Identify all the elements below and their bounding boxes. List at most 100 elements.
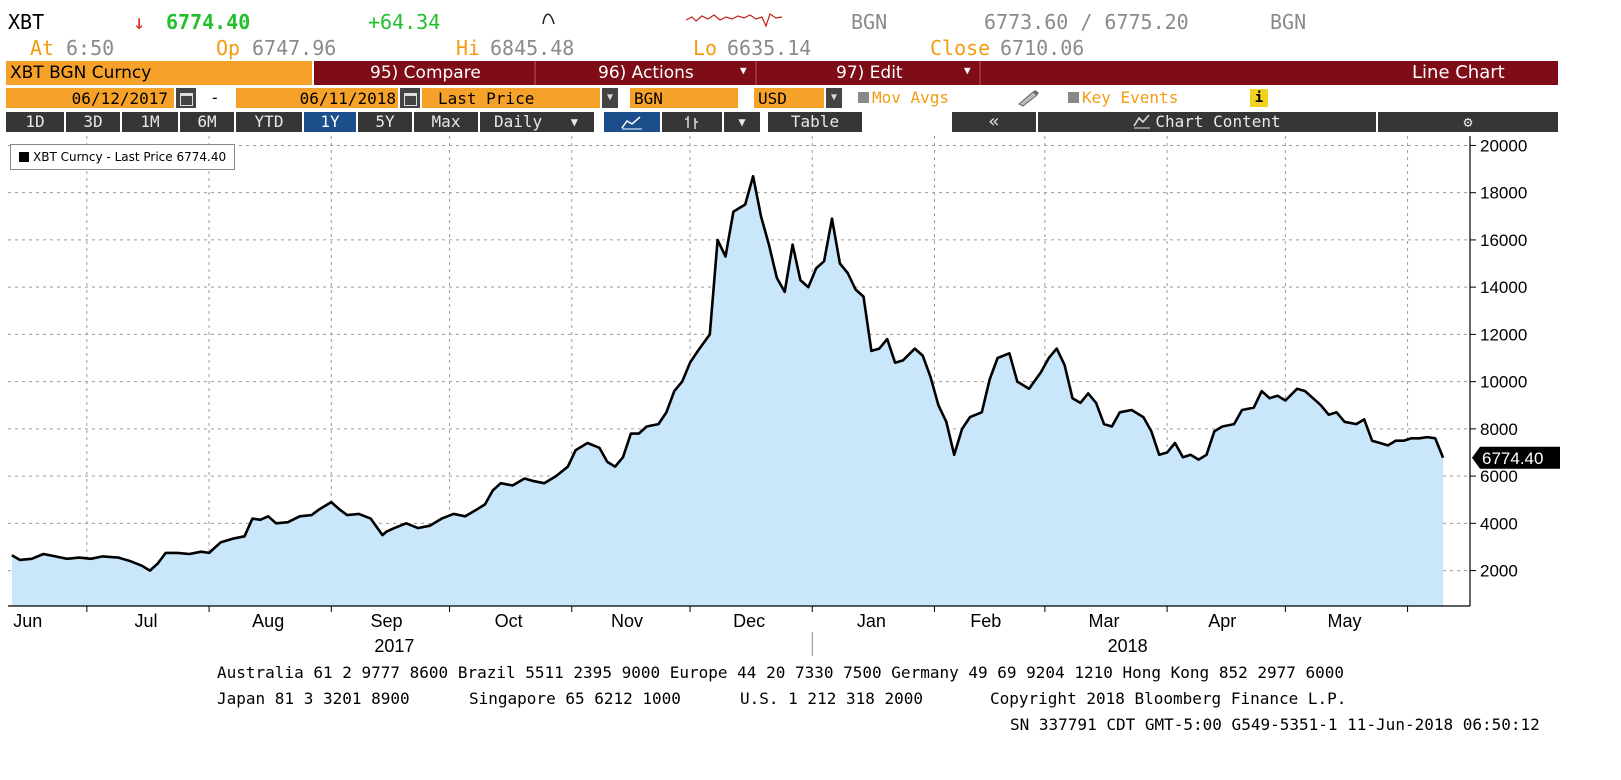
at-time: 6:50 (66, 36, 115, 60)
title-bar-menu (314, 61, 1558, 85)
x-month-label: Apr (1208, 611, 1236, 631)
security-title: XBT BGN Curncy (10, 63, 152, 83)
calendar-icon[interactable] (176, 88, 196, 108)
open-value: 6747.96 (252, 36, 337, 60)
x-month-label: May (1327, 611, 1361, 631)
settings-button[interactable]: ⚙ (1378, 112, 1558, 132)
range-5y-button[interactable]: 5Y (358, 112, 412, 132)
sparkline-icon (686, 13, 783, 28)
legend-text: XBT Curncy - Last Price 6774.40 (33, 150, 227, 164)
table-button[interactable]: Table (768, 112, 862, 132)
last-price: 6774.40 (166, 10, 251, 34)
x-month-label: Aug (252, 611, 284, 631)
footer-japan: Japan 81 3 3201 8900 (217, 689, 410, 708)
line-chart-icon (621, 116, 642, 130)
info-icon[interactable]: i (1250, 89, 1268, 107)
calendar-icon[interactable] (400, 88, 420, 108)
gear-icon: ⚙ (1463, 113, 1473, 131)
edit-menu[interactable]: 97) Edit (836, 63, 903, 83)
high-value: 6845.48 (490, 36, 575, 60)
ticker: XBT (8, 10, 45, 34)
footer-copyright: Copyright 2018 Bloomberg Finance L.P. (990, 689, 1347, 708)
key-events-label[interactable]: Key Events (1082, 88, 1179, 107)
chart-content-label: Chart Content (1155, 112, 1281, 131)
pencil-icon[interactable] (1016, 88, 1042, 108)
frequency-select[interactable]: Daily ▼ (480, 112, 594, 132)
security-title-bar[interactable]: XBT BGN Curncy (6, 61, 312, 85)
close-label: Close (930, 36, 991, 60)
chart-style-dropdown-icon[interactable]: ▼ (724, 112, 760, 132)
at-label: At (30, 36, 55, 60)
currency-select[interactable]: USD (754, 88, 824, 108)
start-date-field[interactable]: 06/12/2017 (6, 88, 174, 108)
y-tick-label: 4000 (1480, 514, 1518, 533)
last-price-tag (1472, 446, 1560, 469)
footer-us: U.S. 1 212 318 2000 (740, 689, 924, 708)
x-month-label: Nov (611, 611, 643, 631)
frequency-value: Daily (494, 112, 543, 131)
currency-dropdown-icon[interactable]: ▼ (826, 88, 842, 108)
x-year-label: 2018 (1108, 636, 1148, 656)
key-events-checkbox[interactable] (1068, 92, 1079, 103)
range-1d-button[interactable]: 1D (6, 112, 64, 132)
chart-type-label[interactable]: Line Chart (1412, 62, 1505, 83)
compare-menu[interactable]: 95) Compare (370, 63, 481, 83)
y-tick-label: 12000 (1480, 325, 1527, 344)
date-separator: - (198, 88, 234, 108)
open-label: Op (216, 36, 241, 60)
x-month-label: Sep (370, 611, 402, 631)
range-6m-button[interactable]: 6M (180, 112, 234, 132)
mini-arc-icon (542, 13, 555, 25)
frequency-dropdown-icon: ▼ (570, 115, 578, 129)
chart-canvas[interactable]: 2000 4000 6000 8000 10000 12000 14000 16000 1800… (0, 136, 1621, 666)
x-month-label: Oct (495, 611, 523, 631)
footer-singapore: Singapore 65 6212 1000 (469, 689, 681, 708)
range-1y-button[interactable]: 1Y (304, 112, 356, 132)
y-tick-label: 2000 (1480, 562, 1518, 581)
mov-avgs-checkbox[interactable] (858, 92, 869, 103)
menu-divider (534, 61, 536, 85)
field-dropdown-icon[interactable]: ▼ (602, 88, 618, 108)
footer-phone-line-1: Australia 61 2 9777 8600 Brazil 5511 239… (217, 663, 1345, 682)
close-value: 6710.06 (1000, 36, 1085, 60)
actions-menu[interactable]: 96) Actions (598, 63, 694, 83)
y-tick-label: 20000 (1480, 136, 1527, 155)
edit-dropdown-icon[interactable]: ▼ (964, 64, 971, 77)
chart-legend[interactable]: XBT Curncy - Last Price 6774.40 (10, 144, 236, 170)
price-chart[interactable]: 2000 4000 6000 8000 10000 12000 14000 16000 1800… (0, 136, 1621, 666)
y-tick-label: 8000 (1480, 420, 1518, 439)
x-month-label: Mar (1089, 611, 1120, 631)
bid-ask: 6773.60 / 6775.20 (984, 10, 1189, 34)
down-arrow-icon: ↓ (133, 10, 146, 34)
source-label: BGN (851, 10, 888, 34)
x-month-label: Jul (134, 611, 157, 631)
chart-content-button[interactable]: Chart Content (1038, 112, 1376, 132)
price-line (11, 174, 1445, 572)
x-month-label: Jun (13, 611, 42, 631)
range-1m-button[interactable]: 1M (122, 112, 178, 132)
range-ytd-button[interactable]: YTD (236, 112, 302, 132)
x-month-label: Feb (970, 611, 1001, 631)
range-max-button[interactable]: Max (414, 112, 478, 132)
y-tick-label: 18000 (1480, 184, 1527, 203)
x-month-label: Jan (857, 611, 886, 631)
mov-avgs-label[interactable]: Mov Avgs (872, 88, 950, 107)
x-year-label: 2017 (374, 636, 414, 656)
low-label: Lo (693, 36, 718, 60)
price-area (11, 176, 1444, 606)
field-select[interactable]: Last Price (422, 88, 600, 108)
line-chart-button[interactable] (604, 112, 660, 132)
source-value: BGN (634, 89, 663, 108)
net-change: +64.34 (368, 10, 441, 34)
back-button[interactable]: « (952, 112, 1036, 132)
range-3d-button[interactable]: 3D (66, 112, 120, 132)
actions-dropdown-icon[interactable]: ▼ (740, 64, 747, 77)
menu-divider (755, 61, 757, 85)
menu-divider (979, 61, 981, 85)
end-date-field[interactable]: 06/11/2018 (236, 88, 398, 108)
source-label-2: BGN (1270, 10, 1307, 34)
start-date: 06/12/2017 (71, 89, 168, 108)
bar-style-button[interactable] (662, 112, 722, 132)
source-select[interactable]: BGN (630, 88, 738, 108)
chart-content-icon (1133, 114, 1151, 129)
